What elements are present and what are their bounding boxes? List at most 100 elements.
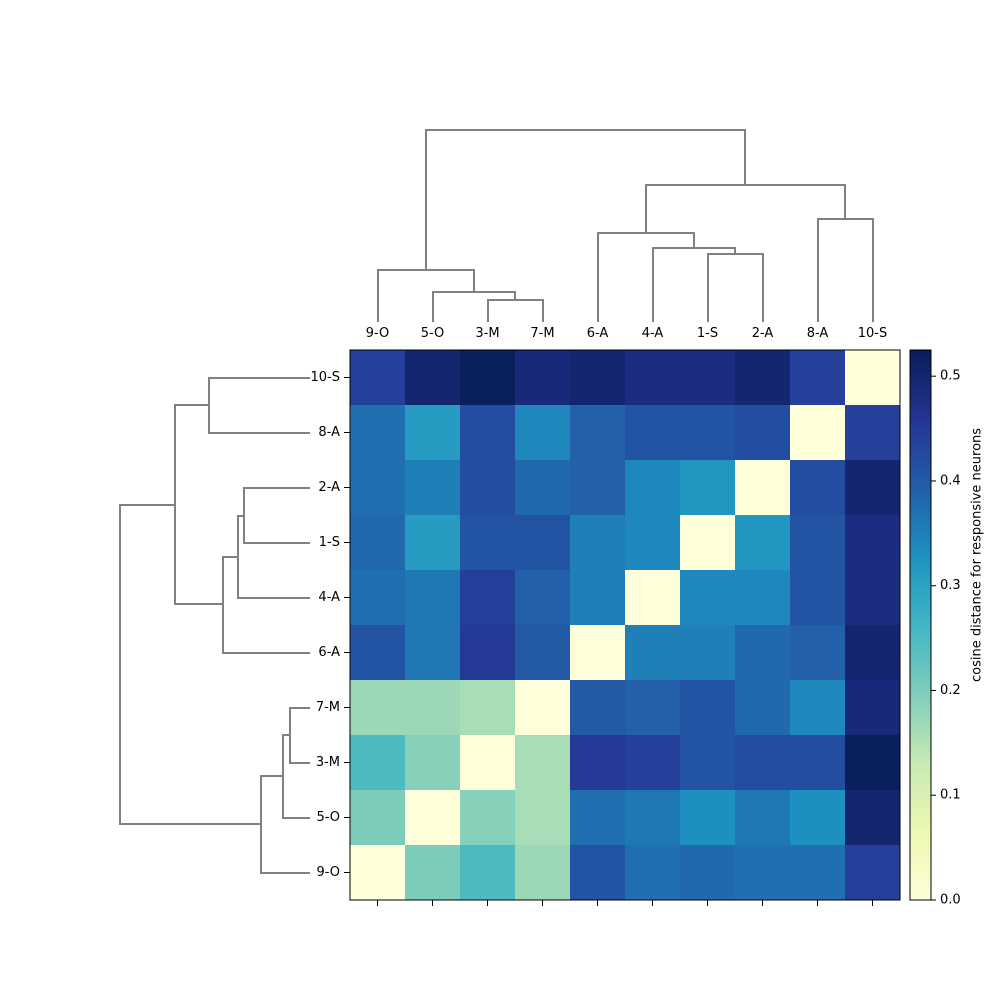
colorbar-frame [909, 349, 932, 901]
dendrogram-link [432, 291, 516, 322]
heatmap-cell [405, 790, 461, 846]
heatmap-frame [349, 349, 901, 901]
dendrogram-link [652, 247, 736, 322]
column-label: 7-M [530, 326, 554, 341]
heatmap-cell [515, 680, 571, 736]
heatmap-cell [515, 735, 571, 791]
heatmap-cell [460, 570, 516, 626]
dendrogram-link [237, 515, 310, 599]
heatmap-cell [350, 515, 406, 571]
column-label: 4-A [642, 326, 664, 341]
heatmap-cell [460, 845, 516, 901]
heatmap-cell [790, 735, 846, 791]
row-label: 7-M [316, 700, 340, 715]
heatmap-cell [350, 405, 406, 461]
heatmap-cell [680, 405, 736, 461]
heatmap-cell [405, 570, 461, 626]
heatmap-cell [350, 625, 406, 681]
column-label: 9-O [366, 326, 390, 341]
heatmap [349, 349, 901, 901]
heatmap-cell [735, 735, 791, 791]
heatmap-cell [350, 735, 406, 791]
heatmap-cell [350, 790, 406, 846]
column-label: 3-M [475, 326, 499, 341]
heatmap-cell [680, 350, 736, 406]
column-dendrogram [377, 129, 874, 322]
dendrogram-link [817, 218, 874, 322]
heatmap-cell [845, 845, 901, 901]
heatmap-cell [515, 350, 571, 406]
heatmap-cell [790, 515, 846, 571]
colorbar-tick-label: 0.5 [940, 369, 961, 384]
column-label: 1-S [697, 326, 718, 341]
heatmap-cell [625, 790, 681, 846]
heatmap-cell [460, 515, 516, 571]
heatmap-cell [735, 405, 791, 461]
heatmap-cell [790, 790, 846, 846]
heatmap-cell [350, 350, 406, 406]
dendrogram-link [425, 129, 746, 270]
heatmap-cell [735, 845, 791, 901]
heatmap-cell [625, 735, 681, 791]
colorbar-gradient [910, 350, 931, 900]
heatmap-cell [735, 350, 791, 406]
column-label: 5-O [421, 326, 445, 341]
colorbar-tick-label: 0.3 [940, 578, 961, 593]
row-labels: 10-S 8-A 2-A 1-S 4-A 6-A 7-M 3-M 5-O 9-O [311, 370, 350, 880]
heatmap-cell [680, 515, 736, 571]
heatmap-cell [735, 570, 791, 626]
heatmap-cell [570, 735, 626, 791]
heatmap-cell [405, 735, 461, 791]
row-label: 8-A [318, 425, 340, 440]
dendrogram-link [208, 377, 310, 434]
row-dendrogram [119, 377, 310, 874]
heatmap-cell [515, 790, 571, 846]
heatmap-cell [735, 460, 791, 516]
colorbar-tick-label: 0.1 [940, 788, 961, 803]
heatmap-cell [350, 460, 406, 516]
heatmap-cell [515, 845, 571, 901]
heatmap-cell [790, 845, 846, 901]
heatmap-cell [405, 405, 461, 461]
heatmap-cell [680, 625, 736, 681]
heatmap-cell [570, 570, 626, 626]
heatmap-cell [405, 845, 461, 901]
heatmap-cell [735, 790, 791, 846]
row-label: 6-A [318, 645, 340, 660]
heatmap-cell [735, 515, 791, 571]
dendrogram-link [487, 299, 544, 322]
dendrogram-link [707, 253, 764, 322]
heatmap-cell [515, 625, 571, 681]
colorbar-tick-label: 0.4 [940, 473, 961, 488]
heatmap-cell [515, 570, 571, 626]
heatmap-cell [735, 680, 791, 736]
heatmap-cell [625, 845, 681, 901]
heatmap-cell [570, 680, 626, 736]
heatmap-cell [625, 460, 681, 516]
heatmap-cell [405, 515, 461, 571]
heatmap-cell [845, 625, 901, 681]
heatmap-cell [460, 625, 516, 681]
heatmap-cell [570, 845, 626, 901]
colorbar-tick-label: 0.0 [940, 893, 961, 908]
heatmap-cell [350, 845, 406, 901]
heatmap-cell [845, 680, 901, 736]
heatmap-cell [790, 680, 846, 736]
row-label: 2-A [318, 480, 340, 495]
heatmap-cell [570, 515, 626, 571]
row-label: 9-O [316, 865, 340, 880]
heatmap-cell [460, 680, 516, 736]
heatmap-cell [845, 790, 901, 846]
heatmap-cell [515, 460, 571, 516]
dendrogram-link [289, 707, 310, 764]
dendrogram-link [282, 734, 310, 819]
heatmap-cell [405, 680, 461, 736]
heatmap-cell [405, 625, 461, 681]
heatmap-cell [570, 790, 626, 846]
heatmap-cell [460, 790, 516, 846]
column-label: 8-A [807, 326, 829, 341]
column-label: 10-S [858, 326, 888, 341]
heatmap-cell [625, 680, 681, 736]
colorbar-tick-label: 0.2 [940, 683, 961, 698]
